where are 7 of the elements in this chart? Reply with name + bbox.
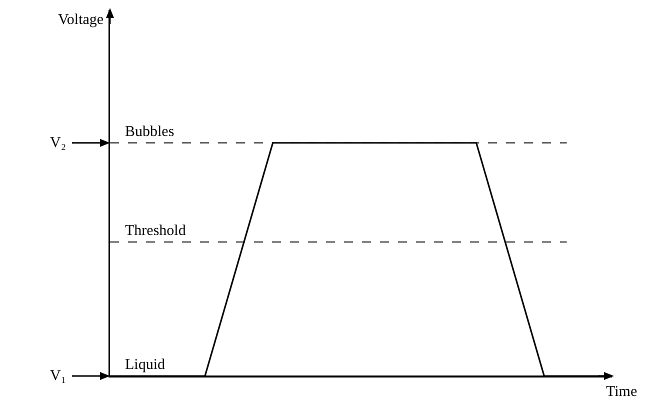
- text: V₁: [50, 368, 66, 384]
- ref-line-label: Bubbles: [125, 124, 174, 140]
- text: V₂: [50, 135, 66, 151]
- text: Voltage: [58, 12, 104, 28]
- ref-line-label: Liquid: [125, 357, 166, 373]
- ref-line-label: Threshold: [125, 223, 186, 239]
- x-axis-title: Time: [606, 384, 638, 400]
